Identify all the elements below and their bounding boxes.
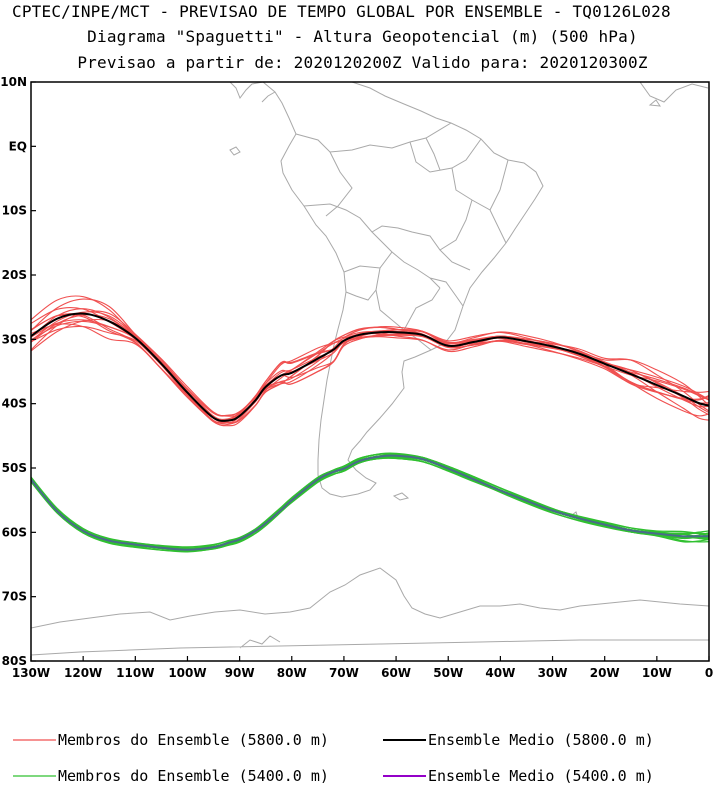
y-tick-label: 70S [2, 590, 27, 604]
islands [229, 99, 662, 519]
legend-label: Membros do Ensemble (5400.0 m) [58, 767, 329, 785]
member-line-5400 [31, 455, 709, 552]
x-tick-label: 60W [381, 666, 411, 680]
y-tick-label: 30S [2, 332, 27, 346]
y-tick-label: 50S [2, 461, 27, 475]
plot-frame [30, 81, 710, 662]
title-line-2: Diagrama "Spaguetti" - Altura Geopotenci… [87, 27, 638, 46]
legend-label: Ensemble Medio (5400.0 m) [428, 767, 654, 785]
south-america-coastline [262, 82, 544, 498]
x-tick-label: 20W [590, 666, 620, 680]
member-line-5400 [31, 453, 709, 549]
basemap [31, 82, 709, 656]
x-tick-label: 110W [116, 666, 154, 680]
legend: Membros do Ensemble (5800.0 m) Ensemble M… [13, 731, 654, 785]
x-tick-label: 30W [538, 666, 568, 680]
y-tick-label: 80S [2, 654, 27, 668]
member-line-5400 [31, 452, 709, 551]
x-tick-label: 100W [168, 666, 206, 680]
legend-label: Ensemble Medio (5800.0 m) [428, 731, 654, 749]
member-line-5400 [31, 456, 709, 553]
antarctica-coastline [31, 567, 709, 656]
y-tick-label: EQ [9, 139, 27, 153]
x-tick-label: 0 [705, 666, 713, 680]
x-tick-label: 10W [642, 666, 672, 680]
y-axis: 10N EQ 10S 20S 30S 40S 50S 60S 70S 80S [0, 75, 36, 668]
ensemble-members [31, 295, 709, 553]
mean-line-5400 [31, 454, 709, 551]
member-line-5400 [31, 457, 709, 552]
member-line-5400 [31, 457, 709, 551]
mean-line-5800 [31, 312, 709, 422]
y-tick-label: 20S [2, 268, 27, 282]
x-axis: 130W 120W 110W 100W 90W 80W 70W 60W 50W 40W 30W 20W… [12, 656, 713, 680]
member-line-5800 [31, 323, 709, 421]
member-line-5400 [31, 454, 709, 551]
y-tick-label: 60S [2, 525, 27, 539]
x-tick-label: 90W [225, 666, 255, 680]
title-line-1: CPTEC/INPE/MCT - PREVISAO DE TEMPO GLOBA… [12, 2, 671, 21]
x-tick-label: 120W [64, 666, 102, 680]
y-tick-label: 40S [2, 397, 27, 411]
y-tick-label: 10N [0, 75, 27, 89]
north-america-fragment [639, 82, 709, 103]
member-line-5400 [31, 453, 709, 550]
country-borders [295, 122, 509, 351]
y-tick-label: 10S [2, 204, 27, 218]
member-line-5800 [31, 313, 709, 424]
member-line-5800 [31, 310, 709, 421]
x-tick-label: 70W [329, 666, 359, 680]
member-line-5400 [31, 456, 709, 549]
title-line-3: Previsao a partir de: 2020120200Z Valido… [77, 53, 648, 72]
member-line-5400 [31, 454, 709, 551]
member-line-5400 [31, 452, 709, 550]
ensemble-means [31, 312, 709, 551]
member-line-5400 [31, 454, 709, 548]
legend-label: Membros do Ensemble (5800.0 m) [58, 731, 329, 749]
member-line-5400 [31, 453, 709, 552]
member-line-5400 [31, 454, 709, 552]
x-tick-label: 50W [433, 666, 463, 680]
central-america [229, 82, 276, 103]
x-tick-label: 80W [277, 666, 307, 680]
x-tick-label: 40W [485, 666, 515, 680]
x-tick-label: 130W [12, 666, 50, 680]
